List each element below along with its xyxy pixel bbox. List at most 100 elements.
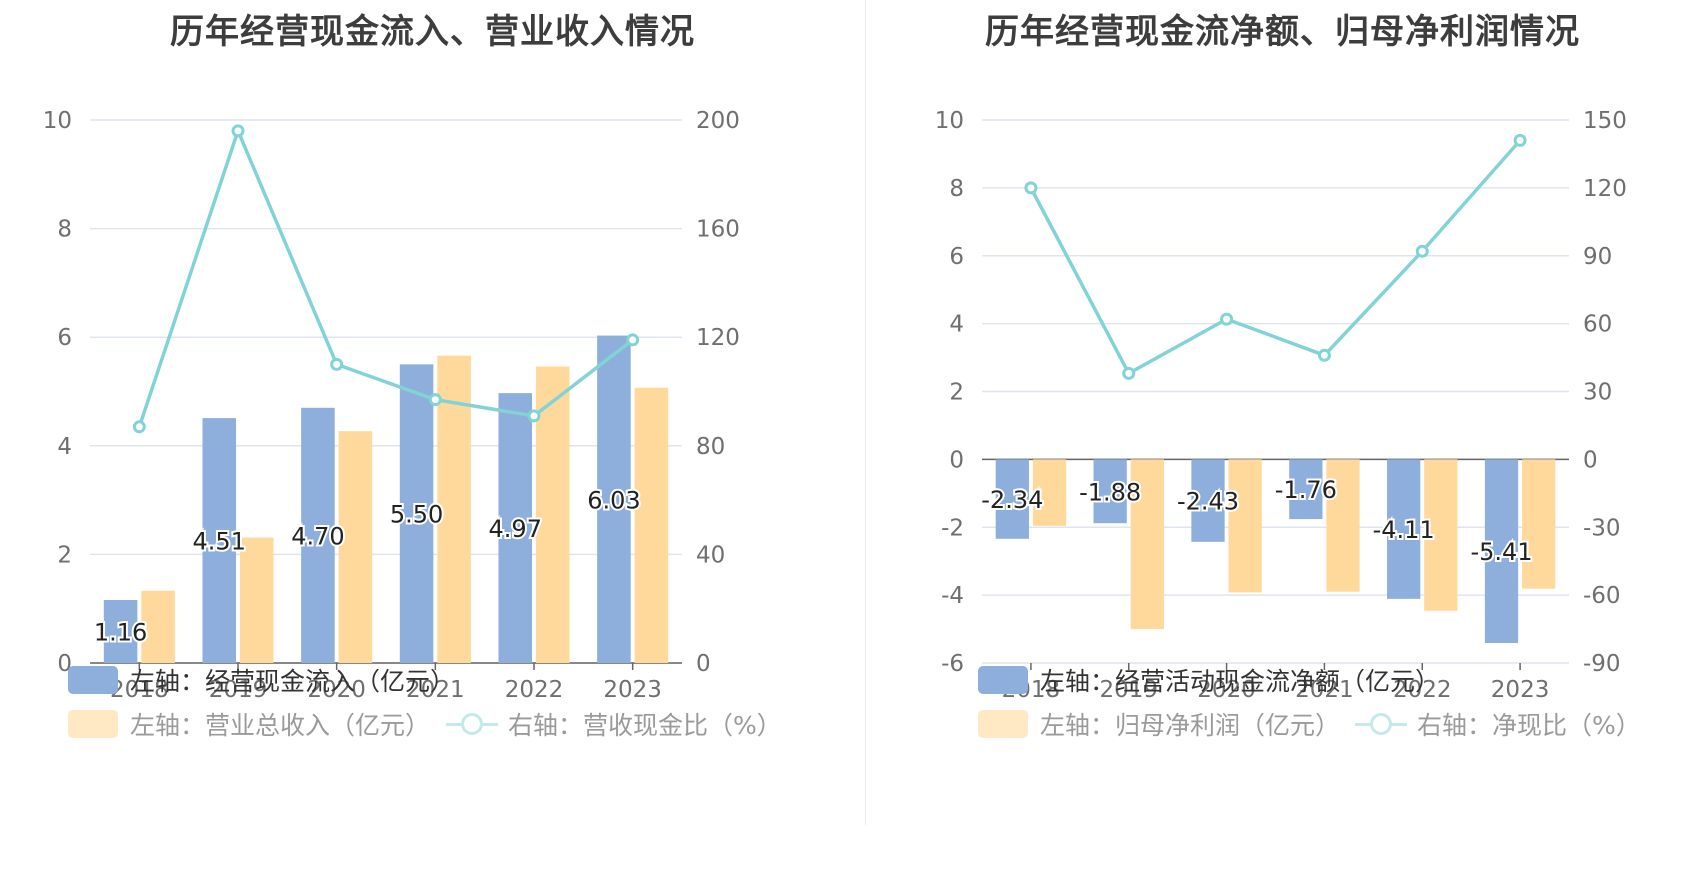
line-point [1415, 244, 1429, 258]
line-point [1024, 181, 1038, 195]
y-left-tick-label: -6 [941, 651, 964, 677]
data-label: 4.97 [489, 515, 542, 543]
legend-label: 右轴：净现比（%） [1417, 711, 1641, 740]
x-tick-label: 2020 [307, 677, 366, 703]
x-tick-label: 2023 [1491, 677, 1550, 703]
data-label: 4.70 [291, 522, 344, 550]
bar-blue [103, 600, 138, 663]
legend-item-revenue[interactable]: 左轴：营业总收入（亿元） [68, 706, 430, 742]
y-left-tick-label: 10 [935, 108, 964, 134]
y-right-tick-label: 160 [696, 217, 740, 243]
y-right-tick-label: 150 [1583, 108, 1627, 134]
x-tick-label: 2023 [603, 677, 662, 703]
bar-blue [597, 335, 631, 663]
chart-title: 历年经营现金流入、营业收入情况 [170, 12, 695, 52]
y-right-tick-label: -60 [1583, 583, 1621, 609]
data-label: -4.11 [1373, 516, 1435, 544]
y-right-tick-label: 120 [1583, 176, 1627, 202]
data-label: 5.50 [390, 501, 443, 529]
y-left-tick-label: 6 [949, 244, 964, 270]
legend-item-ratio[interactable]: 右轴：营收现金比（%） [446, 706, 782, 742]
bar-yellow [634, 387, 669, 663]
x-tick-label: 2018 [110, 677, 169, 703]
legend-label: 左轴：归母净利润（亿元） [1040, 711, 1341, 740]
bar-blue [1484, 459, 1519, 643]
legend-label: 左轴：营业总收入（亿元） [130, 711, 431, 740]
x-tick-label: 2019 [209, 677, 268, 703]
y-right-tick-label: 0 [696, 651, 711, 677]
bar-blue [1191, 459, 1225, 542]
bar-yellow [1424, 459, 1458, 611]
legend-line-icon [446, 710, 498, 738]
y-right-tick-label: 30 [1583, 380, 1612, 406]
line-point [428, 393, 442, 407]
line-point [1122, 366, 1136, 380]
panel-divider [865, 0, 866, 825]
data-label: -5.41 [1470, 538, 1532, 566]
legend-label: 左轴：经营活动现金流净额（亿元） [1040, 667, 1441, 696]
data-label: -1.88 [1079, 478, 1141, 506]
y-left-tick-label: 10 [43, 108, 72, 134]
y-left-tick-label: 0 [949, 447, 964, 473]
legend-label: 右轴：营收现金比（%） [508, 711, 782, 740]
x-tick-label: 2022 [505, 677, 564, 703]
x-tick-label: 2021 [1295, 677, 1354, 703]
line-point [132, 420, 146, 434]
bar-yellow [437, 355, 471, 663]
x-tick-label: 2019 [1099, 677, 1158, 703]
bar-yellow [1326, 459, 1360, 592]
legend-line-icon [1355, 710, 1407, 738]
y-left-tick-label: 2 [57, 542, 72, 568]
bar-yellow [1228, 459, 1262, 593]
data-label: -2.34 [981, 486, 1043, 514]
y-left-tick-label: 4 [57, 434, 72, 460]
data-label: 4.51 [193, 528, 246, 556]
bar-blue [1093, 459, 1127, 524]
line-series [1029, 139, 1522, 376]
y-left-tick-label: -2 [941, 515, 964, 541]
y-left-tick-label: 4 [949, 312, 964, 338]
line-point [1220, 312, 1234, 326]
bar-blue [202, 418, 237, 663]
y-left-tick-label: 8 [57, 217, 72, 243]
legend-swatch-bar-yellow [68, 710, 118, 738]
y-left-tick-label: 8 [949, 176, 964, 202]
bar-yellow [141, 590, 175, 663]
chart-panel-cashflow-inflow: 历年经营现金流入、营业收入情况 0 2 4 6 8 10 0 40 80 120 160 200 201… [43, 12, 782, 742]
line-point [231, 124, 245, 138]
bar-yellow [239, 537, 274, 663]
line-series [137, 129, 634, 428]
line-point [527, 409, 541, 423]
data-label: -1.76 [1275, 476, 1337, 504]
y-right-tick-label: 200 [696, 108, 740, 134]
legend-item-net-profit[interactable]: 左轴：归母净利润（亿元） [978, 706, 1340, 742]
legend-swatch-bar-yellow [978, 710, 1028, 738]
y-right-tick-label: -90 [1583, 651, 1621, 677]
data-label: 6.03 [587, 486, 640, 514]
legend-swatch-bar-blue [68, 666, 118, 694]
y-right-tick-label: 80 [696, 434, 725, 460]
data-label: 1.16 [94, 619, 147, 647]
bar-yellow [535, 366, 570, 663]
legend-item-cash-inflow[interactable]: 左轴：经营现金流入（亿元） [68, 662, 455, 698]
y-left-tick-label: 6 [57, 325, 72, 351]
chart-title: 历年经营现金流净额、归母净利润情况 [985, 12, 1580, 52]
x-tick-label: 2022 [1393, 677, 1452, 703]
legend-item-net-cashflow[interactable]: 左轴：经营活动现金流净额（亿元） [978, 662, 1440, 698]
data-label: -2.43 [1177, 488, 1239, 516]
legend-item-net-cash-ratio[interactable]: 右轴：净现比（%） [1355, 706, 1641, 742]
y-right-tick-label: 120 [696, 325, 740, 351]
y-left-tick-label: 2 [949, 380, 964, 406]
y-right-tick-label: 60 [1583, 312, 1612, 338]
bar-yellow [1032, 459, 1067, 526]
bar-blue [995, 459, 1029, 539]
bar-blue [399, 364, 434, 663]
legend-label: 左轴：经营现金流入（亿元） [130, 667, 456, 696]
y-right-tick-label: 40 [696, 542, 725, 568]
x-tick-label: 2020 [1197, 677, 1256, 703]
line-point [1513, 133, 1527, 147]
line-point [626, 333, 640, 347]
bar-blue [1289, 459, 1323, 520]
